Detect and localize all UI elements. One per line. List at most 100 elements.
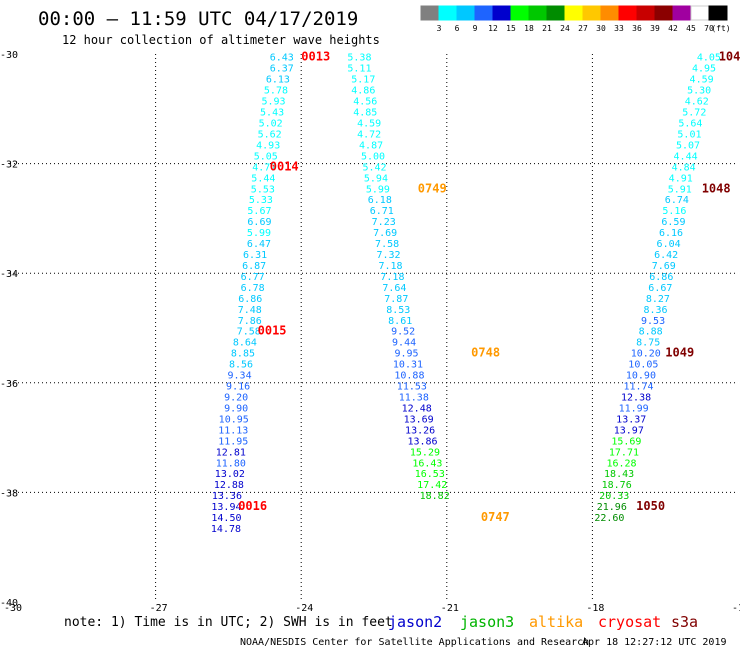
data-point-jason3: 17.71 [609, 447, 639, 458]
pass-labels: 0013 0014 0015 0016 0749 0748 0747 1047 1048 1049… [238, 50, 740, 524]
satellite-legend-s3a: s3a [671, 613, 698, 631]
data-point-s3a: 13.86 [407, 436, 437, 447]
footer-credit: NOAA/NESDIS Center for Satellite Applica… [240, 637, 589, 648]
colorbar-label: 18 [524, 24, 534, 33]
data-point-cryosat: 5.62 [258, 129, 282, 140]
data-point-s3a: 7.32 [377, 250, 401, 261]
colorbar-label: 6 [455, 24, 460, 33]
data-point-s3a: 5.42 [362, 162, 386, 173]
satellite-legend: jason2 jason3 altika cryosat s3a [388, 613, 698, 631]
data-point-jason3: 4.44 [674, 151, 698, 162]
data-point-cryosat: 14.78 [211, 524, 241, 535]
data-point-jason3: 9.53 [641, 316, 665, 327]
satellite-legend-jason3: jason3 [460, 613, 514, 631]
data-point-jason3: 22.60 [594, 513, 624, 524]
data-point-cryosat: 5.43 [260, 108, 284, 119]
data-point-jason3: 5.30 [687, 86, 711, 97]
x-tick-label: -24 [295, 603, 313, 614]
data-point-jason3: 18.76 [602, 480, 632, 491]
data-point-s3a: 6.18 [368, 195, 392, 206]
data-point-cryosat: 7.86 [238, 316, 262, 327]
data-point-cryosat: 6.86 [238, 294, 262, 305]
y-tick-label: -38 [0, 488, 18, 499]
data-point-cryosat: 11.95 [218, 436, 248, 447]
pass-label: 0013 [301, 50, 330, 64]
data-point-jason3: 11.74 [623, 382, 653, 393]
pass-label: 0014 [270, 159, 299, 173]
data-point-cryosat: 7.48 [238, 305, 262, 316]
colorbar-swatch [438, 5, 458, 21]
data-point-s3a: 5.17 [351, 75, 375, 86]
colorbar-swatch [654, 5, 674, 21]
data-point-cryosat: 14.50 [211, 513, 241, 524]
pass-label: 1049 [665, 346, 694, 360]
x-tick-label: -27 [150, 603, 168, 614]
x-tick-label: -15 [732, 603, 740, 614]
data-point-jason3: 6.42 [654, 250, 678, 261]
colorbar-label: (ft) [711, 24, 730, 33]
data-point-cryosat: 8.64 [233, 338, 257, 349]
colorbar-swatch [528, 5, 548, 21]
data-point-cryosat: 9.34 [228, 371, 252, 382]
data-point-s3a: 7.58 [375, 239, 399, 250]
data-point-s3a: 13.26 [405, 425, 435, 436]
colorbar-label: 12 [488, 24, 498, 33]
colorbar-swatch [492, 5, 512, 21]
data-point-cryosat: 5.02 [259, 119, 283, 130]
pass-label: 1047 [719, 50, 740, 64]
data-point-s3a: 5.00 [361, 151, 385, 162]
data-point-jason3: 5.64 [678, 119, 702, 130]
data-point-jason3: 20.33 [599, 491, 629, 502]
data-point-cryosat: 5.67 [247, 206, 271, 217]
data-point-s3a: 4.85 [353, 108, 377, 119]
data-point-cryosat: 9.16 [226, 382, 250, 393]
data-point-s3a: 5.99 [366, 184, 390, 195]
data-point-cryosat: 4.77 [252, 162, 276, 173]
data-point-jason3: 4.05 [697, 53, 721, 64]
data-point-s3a: 7.18 [378, 261, 402, 272]
data-point-jason3: 6.67 [648, 283, 672, 294]
data-point-s3a: 8.53 [386, 305, 410, 316]
colorbar-swatch [474, 5, 494, 21]
data-point-cryosat: 8.56 [229, 360, 253, 371]
data-point-cryosat: 6.69 [247, 217, 271, 228]
colorbar-label: 33 [614, 24, 624, 33]
colorbar-swatch [510, 5, 530, 21]
data-point-cryosat: 5.33 [249, 195, 273, 206]
data-point-s3a: 17.42 [417, 480, 447, 491]
data-point-cryosat: 11.80 [216, 458, 246, 469]
colorbar-swatch [564, 5, 584, 21]
colorbar-swatch [420, 5, 440, 21]
data-point-s3a: 11.38 [399, 393, 429, 404]
data-point-cryosat: 11.13 [218, 425, 248, 436]
data-point-s3a: 16.53 [415, 469, 445, 480]
data-point-s3a: 4.59 [357, 119, 381, 130]
data-point-jason3: 5.72 [682, 108, 706, 119]
colorbar-label: 30 [596, 24, 606, 33]
data-point-s3a: 18.82 [420, 491, 450, 502]
data-points: 6.436.376.135.785.935.435.025.624.935.05… [211, 53, 721, 535]
colorbar-label: 42 [668, 24, 678, 33]
data-point-jason3: 11.99 [619, 403, 649, 414]
colorbar-label: 24 [560, 24, 570, 33]
data-point-jason3: 4.62 [685, 97, 709, 108]
data-point-cryosat: 9.20 [224, 393, 248, 404]
data-point-s3a: 7.64 [382, 283, 406, 294]
data-point-cryosat: 5.99 [247, 228, 271, 239]
chart-title: 00:00 – 11:59 UTC 04/17/2019 [38, 8, 358, 30]
data-point-s3a: 7.87 [384, 294, 408, 305]
data-point-cryosat: 4.93 [256, 140, 280, 151]
data-point-jason3: 5.01 [677, 129, 701, 140]
data-point-s3a: 4.72 [357, 129, 381, 140]
data-point-cryosat: 6.87 [242, 261, 266, 272]
y-tick-label: -32 [0, 160, 18, 171]
data-point-jason3: 6.04 [657, 239, 681, 250]
data-point-cryosat: 9.90 [224, 403, 248, 414]
colorbar-label: 9 [473, 24, 478, 33]
data-point-cryosat: 6.43 [270, 53, 294, 64]
data-point-jason3: 5.07 [676, 140, 700, 151]
colorbar-swatch [636, 5, 656, 21]
colorbar-label: 27 [578, 24, 588, 33]
plot-frame [9, 53, 739, 603]
data-point-jason3: 6.59 [661, 217, 685, 228]
